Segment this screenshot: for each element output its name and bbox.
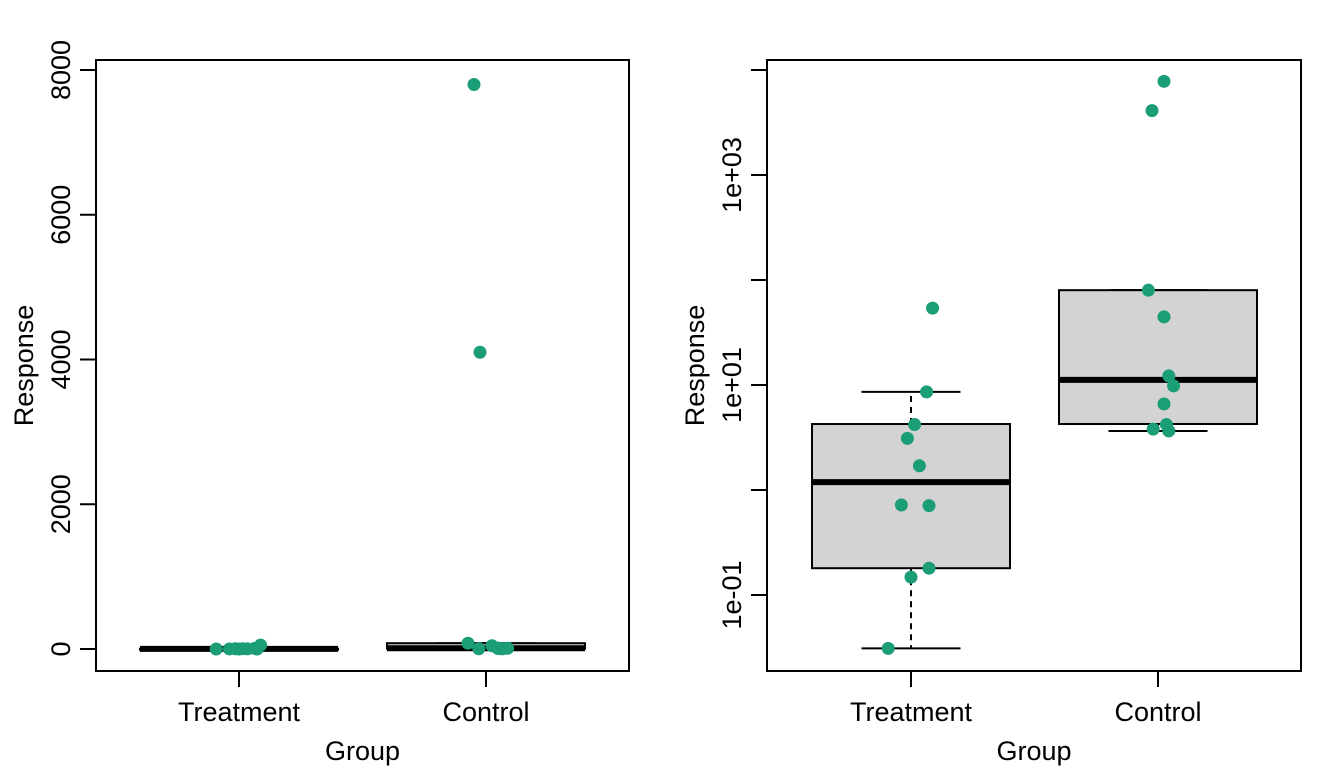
y-tick-label: 6000 — [46, 185, 76, 245]
y-tick-label: 0 — [46, 641, 76, 656]
data-point — [926, 301, 940, 315]
left-panel: 0 2000 4000 6000 8000 Treatment Control Group Re… — [9, 40, 630, 766]
data-point — [473, 345, 487, 359]
x-tick-label: Control — [1114, 697, 1201, 727]
data-point — [881, 641, 895, 655]
data-point — [904, 570, 918, 584]
x-tick-label: Treatment — [178, 697, 301, 727]
x-tick-label: Treatment — [850, 697, 973, 727]
y-tick-label: 4000 — [46, 329, 76, 389]
iqr-box — [811, 423, 1011, 570]
x-axis-label: Group — [996, 736, 1071, 766]
box-control — [1058, 289, 1258, 432]
data-point — [922, 499, 936, 513]
data-point — [1141, 283, 1155, 297]
data-point — [232, 642, 246, 656]
data-point — [1145, 104, 1159, 118]
data-point — [900, 431, 914, 445]
data-point — [894, 498, 908, 512]
y-tick-label: 2000 — [46, 474, 76, 534]
data-point — [1157, 74, 1171, 88]
data-point — [222, 642, 236, 656]
plot-frame — [766, 59, 1302, 672]
data-point — [908, 418, 922, 432]
box-treatment — [811, 390, 1011, 650]
data-point — [209, 642, 223, 656]
y-axis-label: Response — [9, 305, 39, 427]
data-point — [1146, 422, 1160, 436]
right-panel: 1e+03 1e+01 1e-01 Treatment Control Group Resp… — [680, 59, 1302, 766]
data-point — [467, 77, 481, 91]
data-point — [1162, 369, 1176, 383]
data-point — [922, 561, 936, 575]
data-point — [1162, 424, 1176, 438]
y-tick-label: 1e+01 — [717, 347, 747, 423]
data-point — [912, 459, 926, 473]
data-point — [461, 636, 475, 650]
y-tick-label: 1e+03 — [717, 137, 747, 213]
data-point — [496, 642, 510, 656]
data-point — [1167, 379, 1181, 393]
data-point — [1157, 310, 1171, 324]
data-point — [920, 385, 934, 399]
y-axis-label: Response — [680, 305, 710, 427]
data-point — [1157, 397, 1171, 411]
plot-frame — [95, 59, 630, 672]
y-tick-label: 1e-01 — [717, 560, 747, 629]
data-point — [250, 642, 264, 656]
y-tick-label: 8000 — [46, 40, 76, 100]
x-tick-label: Control — [442, 697, 529, 727]
data-point — [472, 642, 486, 656]
x-axis-label: Group — [325, 736, 400, 766]
